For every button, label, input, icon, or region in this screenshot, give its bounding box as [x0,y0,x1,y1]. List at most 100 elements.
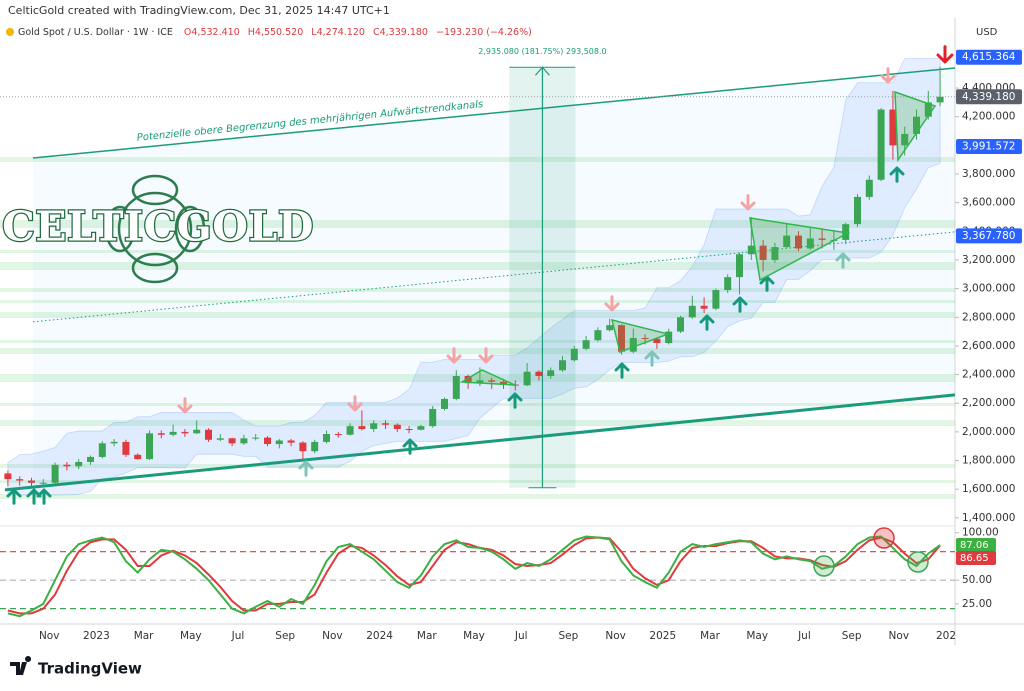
x-tick-label: Sep [559,630,579,642]
candle-body [570,348,578,361]
candle-body [216,438,224,440]
x-tick-label: Jul [231,630,245,642]
candle-body [806,238,814,249]
y-tick-label: 3,600.000 [962,197,1015,209]
candle-body [877,109,885,180]
candle-body [818,238,826,240]
candle-body [795,235,802,249]
candle-body [405,429,413,431]
candle-body [559,360,566,371]
osc-value-box [956,551,996,566]
up-arrow [732,296,748,313]
x-tick-label: Nov [39,630,60,642]
x-tick-label: Jul [514,630,528,642]
logo-knot [131,252,179,284]
down-arrow [936,45,954,64]
up-arrow [614,362,630,379]
osc-value-box [956,538,996,553]
candle-body [75,461,83,467]
osc-y-tick-label: 100.00 [962,527,999,539]
candle-body [688,305,696,318]
y-tick-label: 3,200.000 [962,254,1015,266]
candle-body [641,338,649,340]
x-tick-label: Sep [842,630,862,642]
support-zone [0,420,955,426]
candle-body [677,317,684,332]
support-zone [0,348,955,354]
support-zone [0,288,955,292]
candle-body [122,441,130,455]
currency: USD [976,27,998,38]
x-tick-label: Mar [417,630,437,642]
price-label-box [956,139,1022,155]
osc-value-label: 86.65 [960,553,989,564]
pattern-triangle [749,217,851,282]
candle-body [98,443,106,457]
up-arrow [507,392,523,409]
candle-body [653,338,661,344]
marker-circle [873,527,895,549]
up-arrow [402,438,418,455]
candle-body [169,431,177,435]
y-tick-label: 2,600.000 [962,340,1015,352]
x-tick-label: Mar [134,630,154,642]
candle-body [370,423,378,430]
logo-text: CELTICGOLD [2,203,314,251]
candle-body [311,441,319,452]
up-arrow [759,275,775,292]
candle-body [287,440,295,443]
support-zone [0,340,955,343]
patterns [459,90,937,386]
support-zone [0,157,955,162]
candle-body [240,438,248,444]
y-tick-label: 2,800.000 [962,311,1015,323]
candle-body [110,441,118,444]
measure-label: 2,935.080 (181.75%) 293,508.0 [478,47,606,56]
y-tick-label: 3,800.000 [962,168,1015,180]
ohlc-high: H4,550.520 [248,27,304,38]
candle-body [547,370,555,377]
logo-ring [117,191,193,267]
osc-y-tick-label: 25.00 [962,598,992,610]
candle-body [665,331,673,344]
y-tick-label: 3,000.000 [962,283,1015,295]
brand-icon [10,656,32,675]
x-tick-label: Nov [322,630,343,642]
candle-body [854,196,861,225]
candle-body [382,423,389,425]
x-tick-label: 202 [936,630,956,642]
candle-body [63,464,71,467]
support-zone [0,250,955,253]
candle-body [193,429,201,434]
candle-body [275,440,283,445]
candle-body [924,102,932,117]
candle-body [783,235,791,248]
up-arrow [835,252,851,269]
x-tick-label: 2024 [366,630,393,642]
candle-body [205,429,212,440]
support-zone [0,403,955,406]
candle-body [771,247,779,260]
logo-knot [131,174,179,206]
down-arrow [446,347,462,364]
candle-body [134,454,142,460]
pattern-triangle [894,90,937,163]
created-line: CelticGold created with TradingView.com,… [8,4,390,17]
support-zone [0,494,955,499]
candle-body [901,133,909,146]
channel-fill [33,67,955,488]
candle-body [464,376,472,384]
x-tick-label: Nov [605,630,626,642]
x-tick-label: Nov [889,630,910,642]
candle-body [712,290,720,309]
y-tick-label: 2,400.000 [962,369,1015,381]
candle-body [629,338,637,352]
down-arrow [177,397,193,414]
trendline [4,393,956,492]
symbol-icon [6,28,14,36]
candle-body [87,456,94,462]
down-arrow [478,347,494,364]
symbol-line: Gold Spot / U.S. Dollar · 1W · ICE O4,53… [18,27,532,38]
candle-body [39,482,47,484]
